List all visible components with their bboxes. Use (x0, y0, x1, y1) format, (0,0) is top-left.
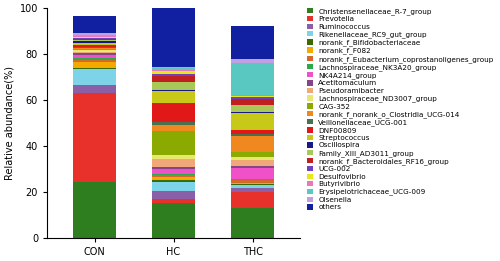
Bar (73, 93, 117, 182)
Bar (73, 34, 117, 36)
Bar (231, 180, 274, 183)
Bar (152, 70, 196, 71)
Bar (231, 166, 274, 168)
Bar (73, 33, 117, 34)
Bar (231, 179, 274, 180)
Bar (152, 103, 196, 122)
Bar (73, 55, 117, 58)
Bar (152, 191, 196, 199)
Bar (231, 105, 274, 112)
Bar (73, 39, 117, 40)
Bar (152, 182, 196, 191)
Bar (231, 99, 274, 105)
Bar (73, 38, 117, 39)
Legend: Christensenellaceae_R-7_group, Prevotella, Ruminococcus, Rikenellaceae_RC9_gut_g: Christensenellaceae_R-7_group, Prevotell… (306, 7, 494, 211)
Bar (231, 134, 274, 136)
Bar (231, 192, 274, 208)
Bar (73, 45, 117, 46)
Bar (152, 159, 196, 167)
Bar (73, 52, 117, 54)
Bar (152, 169, 196, 174)
Bar (231, 184, 274, 185)
Bar (73, 68, 117, 69)
Bar (73, 182, 117, 238)
Bar (73, 36, 117, 37)
Bar (152, 125, 196, 131)
Bar (73, 69, 117, 85)
Bar (152, 82, 196, 90)
Bar (231, 152, 274, 157)
Bar (231, 168, 274, 179)
Bar (73, 58, 117, 60)
Bar (231, 188, 274, 192)
Bar (152, 203, 196, 238)
Bar (73, 49, 117, 50)
Bar (152, 68, 196, 70)
Bar (73, 41, 117, 43)
Bar (152, 174, 196, 175)
Bar (231, 59, 274, 63)
Bar (152, 67, 196, 68)
Bar (152, 90, 196, 91)
Bar (73, 37, 117, 38)
Bar (152, 91, 196, 103)
Bar (73, 54, 117, 55)
Bar (231, 96, 274, 97)
Bar (231, 208, 274, 238)
Bar (152, 71, 196, 74)
Bar (73, 40, 117, 41)
Y-axis label: Relative abundance(%): Relative abundance(%) (4, 66, 14, 180)
Bar (73, 48, 117, 49)
Bar (231, 136, 274, 152)
Bar (231, 95, 274, 96)
Bar (231, 160, 274, 166)
Bar (231, 97, 274, 99)
Bar (73, 16, 117, 33)
Bar (73, 46, 117, 48)
Bar (152, 177, 196, 180)
Bar (152, 180, 196, 182)
Bar (231, 185, 274, 188)
Bar (231, 112, 274, 113)
Bar (152, 155, 196, 159)
Bar (152, 74, 196, 76)
Bar (152, 175, 196, 177)
Bar (73, 62, 117, 68)
Bar (152, 131, 196, 155)
Bar (152, 167, 196, 169)
Bar (231, 26, 274, 59)
Bar (231, 63, 274, 95)
Bar (73, 85, 117, 93)
Bar (231, 183, 274, 184)
Bar (231, 130, 274, 134)
Bar (152, 76, 196, 82)
Bar (73, 43, 117, 45)
Bar (231, 113, 274, 130)
Bar (73, 60, 117, 62)
Bar (231, 157, 274, 160)
Bar (73, 50, 117, 52)
Bar (152, 7, 196, 67)
Bar (152, 199, 196, 203)
Bar (152, 122, 196, 125)
